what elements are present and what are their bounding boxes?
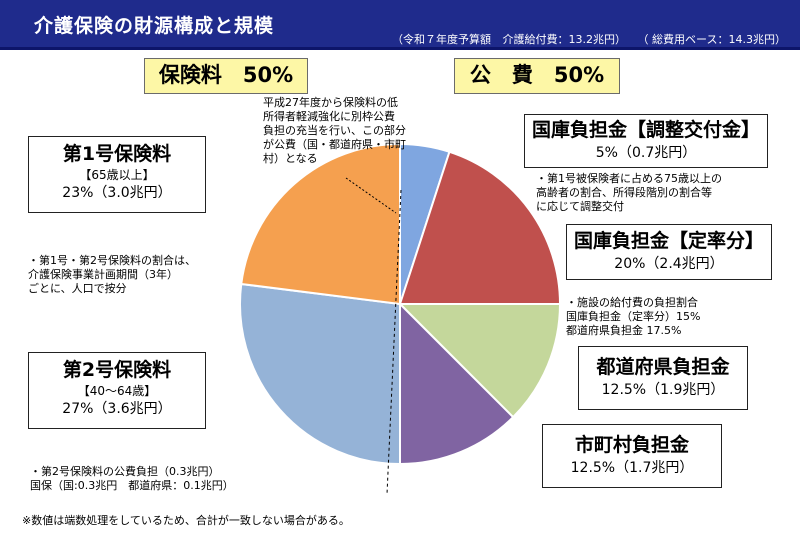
label-category1-age: 【65歳以上】 bbox=[79, 168, 155, 182]
budget-note: （令和７年度予算額 介護給付費：13.2兆円） （ 総費用ベース：14.3兆円） bbox=[384, 31, 786, 47]
label-category2-title: 第2号保険料 bbox=[62, 359, 172, 381]
note-line: 国保（国:0.3兆円 都道府県：0.1兆円） bbox=[30, 479, 234, 492]
note-line: に応じて調整交付 bbox=[536, 200, 624, 213]
note-line: 国庫負担金（定率分）15% bbox=[566, 310, 701, 323]
note-line: 高齢者の割合、所得段階別の割合等 bbox=[536, 186, 712, 199]
pie-slices bbox=[239, 142, 562, 466]
label-teiritsu: 国庫負担金【定率分】 20%（2.4兆円） bbox=[566, 224, 772, 280]
header-bar: 介護保険の財源構成と規模 （令和７年度予算額 介護給付費：13.2兆円） （ 総… bbox=[0, 0, 800, 50]
note-line: ・第2号保険料の公費負担（0.3兆円） bbox=[30, 465, 220, 478]
label-chosei: 国庫負担金【調整交付金】 5%（0.7兆円） bbox=[524, 114, 768, 168]
note-line: 介護保険事業計画期間（3年） bbox=[28, 268, 178, 281]
label-chosei-value: 5%（0.7兆円） bbox=[595, 145, 697, 161]
note-adjustment-grant: ・第1号被保険者に占める75歳以上の 高齢者の割合、所得段階別の割合等 に応じて… bbox=[536, 172, 722, 214]
note-line: ・第1号・第2号保険料の割合は、 bbox=[28, 254, 196, 267]
note-category2-public-burden: ・第2号保険料の公費負担（0.3兆円） 国保（国:0.3兆円 都道府県：0.1兆… bbox=[30, 465, 234, 493]
label-prefecture: 都道府県負担金 12.5%（1.9兆円） bbox=[578, 346, 748, 410]
label-category2-value: 27%（3.6兆円） bbox=[62, 401, 172, 417]
public-section-label: 公 費 50% bbox=[454, 58, 620, 94]
pie-slice-4 bbox=[399, 301, 515, 466]
note-line: ・第1号被保険者に占める75歳以上の bbox=[536, 172, 722, 185]
note-line: が公費（国・都道府県・市町 bbox=[263, 138, 406, 151]
label-municipality: 市町村負担金 12.5%（1.7兆円） bbox=[542, 424, 722, 488]
label-category2-age: 【40～64歳】 bbox=[77, 384, 157, 398]
label-teiritsu-title: 国庫負担金【定率分】 bbox=[573, 230, 764, 252]
pie-slice-6 bbox=[240, 142, 401, 306]
label-municipality-title: 市町村負担金 bbox=[574, 434, 689, 456]
note-line: ごとに、人口で按分 bbox=[28, 282, 127, 295]
pie-slice-5 bbox=[239, 282, 401, 466]
note-line: 負担の充当を行い、この部分 bbox=[263, 124, 406, 137]
label-municipality-value: 12.5%（1.7兆円） bbox=[570, 460, 694, 476]
label-category1-premium: 第1号保険料 【65歳以上】 23%（3.0兆円） bbox=[28, 136, 206, 213]
label-category2-premium: 第2号保険料 【40～64歳】 27%（3.6兆円） bbox=[28, 352, 206, 429]
note-line: 所得者軽減強化に別枠公費 bbox=[263, 110, 395, 123]
benefit-note: 介護給付費：13.2兆円） bbox=[502, 33, 627, 46]
budget-year-note: （令和７年度予算額 bbox=[392, 33, 492, 46]
page-title: 介護保険の財源構成と規模 bbox=[34, 15, 275, 37]
note-facility-share: ・施設の給付費の負担割合 国庫負担金（定率分）15% 都道府県負担金 17.5% bbox=[566, 296, 700, 338]
total-cost-note: （ 総費用ベース：14.3兆円） bbox=[637, 33, 786, 46]
note-line: 都道府県負担金 17.5% bbox=[566, 324, 682, 337]
footnote: ※数値は端数処理をしているため、合計が一致しない場合がある。 bbox=[22, 514, 350, 527]
label-category1-title: 第1号保険料 bbox=[62, 143, 172, 165]
insurance-section-label: 保険料 50% bbox=[144, 58, 308, 94]
label-chosei-title: 国庫負担金【調整交付金】 bbox=[531, 119, 760, 141]
note-low-income-relief: 平成27年度から保険料の低 所得者軽減強化に別枠公費 負担の充当を行い、この部分… bbox=[263, 96, 406, 166]
label-prefecture-value: 12.5%（1.9兆円） bbox=[601, 382, 725, 398]
label-teiritsu-value: 20%（2.4兆円） bbox=[614, 256, 724, 272]
label-prefecture-title: 都道府県負担金 bbox=[596, 356, 730, 378]
label-category1-value: 23%（3.0兆円） bbox=[62, 185, 172, 201]
note-line: ・施設の給付費の負担割合 bbox=[566, 296, 698, 309]
pie-slice-3 bbox=[397, 303, 562, 419]
note-line: 村）となる bbox=[263, 152, 318, 165]
note-premium-ratio: ・第1号・第2号保険料の割合は、 介護保険事業計画期間（3年） ごとに、人口で按… bbox=[28, 254, 196, 296]
insurance-public-split-line bbox=[386, 189, 402, 495]
note-line: 平成27年度から保険料の低 bbox=[263, 96, 398, 109]
pie-slice-2 bbox=[398, 150, 562, 305]
